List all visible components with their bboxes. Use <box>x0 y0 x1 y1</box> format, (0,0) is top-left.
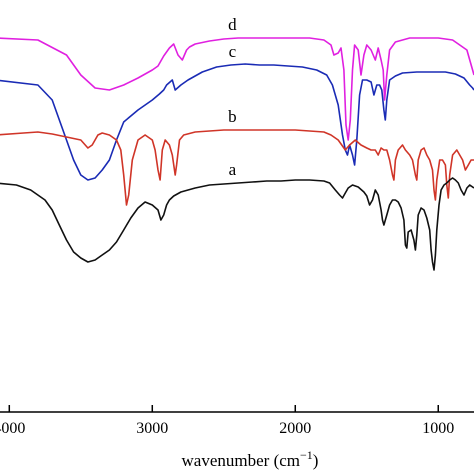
x-axis-title-unit-exponent: −1 <box>300 448 313 462</box>
curve-label-b: b <box>228 107 237 126</box>
x-axis-title-close: ) <box>313 451 319 470</box>
curve-label-c: c <box>229 42 237 61</box>
plot-area: 4000 3000 2000 1000 dc b a <box>0 15 474 437</box>
x-tick-label-2000: 2000 <box>279 420 311 437</box>
spectrum-line-d <box>0 37 474 141</box>
curve-label-d: d <box>228 15 237 34</box>
x-tick-label-4000: 4000 <box>0 420 25 437</box>
spectrum-line-a <box>0 177 474 271</box>
x-tick-label-1000: 1000 <box>422 420 454 437</box>
spectrum-line-b <box>0 129 474 206</box>
x-axis-title-main: wavenumber (cm <box>182 451 300 470</box>
x-tick-label-3000: 3000 <box>136 420 168 437</box>
curve-label-a: a <box>229 160 237 179</box>
x-axis-title: wavenumber (cm−1) <box>182 448 319 470</box>
spectrum-curves <box>0 37 474 271</box>
spectrum-line-c <box>0 63 474 181</box>
curve-labels: dc b a <box>228 15 237 179</box>
x-axis-ticks: 4000 3000 2000 1000 <box>0 405 454 437</box>
